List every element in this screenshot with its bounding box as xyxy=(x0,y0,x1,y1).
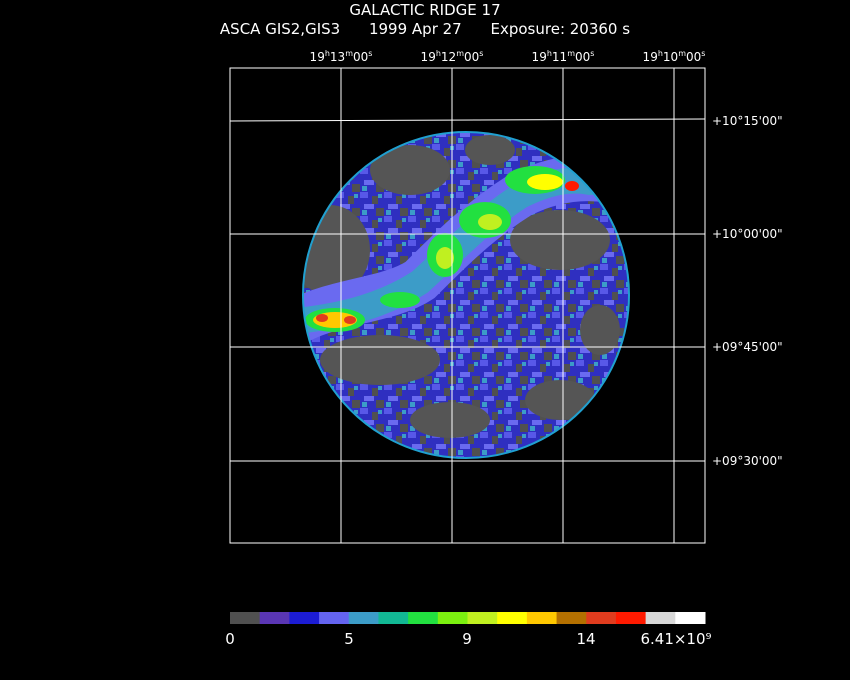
field-of-view-edge xyxy=(302,131,630,459)
exposure-label: Exposure: 20360 s xyxy=(490,20,631,38)
dec-tick-label: +10°15'00" xyxy=(712,114,783,128)
colorbar-segment xyxy=(348,612,379,624)
colorbar-label: 14 xyxy=(576,630,596,648)
colorbar-label: 5 xyxy=(344,630,354,648)
colorbar-segment xyxy=(259,612,290,624)
colorbar-label: 9 xyxy=(462,630,472,648)
colorbar-segment xyxy=(319,612,350,624)
xray-image xyxy=(302,131,630,459)
colorbar-segment xyxy=(556,612,587,624)
dec-grid-line xyxy=(229,118,706,122)
dec-tick-label: +09°45'00" xyxy=(712,340,783,354)
colorbar-segment xyxy=(675,612,706,624)
ra-tick-label: 19h13m00s xyxy=(309,49,373,65)
colorbar-label: 0 xyxy=(225,630,235,648)
colorbar-segment xyxy=(437,612,468,624)
colorbar-segment xyxy=(645,612,676,624)
instrument-label: ASCA GIS2,GIS3 xyxy=(219,20,341,38)
coordinate-grid xyxy=(229,67,706,544)
colorbar-label: 6.41×10⁹ xyxy=(640,630,712,648)
ra-tick-label: 19h10m00s xyxy=(642,49,706,65)
observation-date: 1999 Apr 27 xyxy=(368,20,462,38)
colorbar-segment xyxy=(378,612,409,624)
colorbar-segment xyxy=(497,612,528,624)
colorbar-segment xyxy=(408,612,439,624)
colorbar-segment xyxy=(615,612,647,624)
observation-info: ASCA GIS2,GIS3 1999 Apr 27 Exposure: 203… xyxy=(0,20,850,38)
dec-tick-label: +10°00'00" xyxy=(712,227,783,241)
colorbar-segment xyxy=(586,612,617,624)
ra-tick-label: 19h11m00s xyxy=(531,49,595,65)
color-scale-bar xyxy=(230,612,706,624)
colorbar-segment xyxy=(230,612,261,624)
image-title: GALACTIC RIDGE 17 xyxy=(349,1,501,19)
colorbar-segment xyxy=(289,612,320,624)
colorbar-segment xyxy=(467,612,498,624)
plot-frame xyxy=(229,67,706,544)
dec-tick-label: +09°30'00" xyxy=(712,454,783,468)
colorbar-segment xyxy=(526,612,558,624)
ra-tick-label: 19h12m00s xyxy=(420,49,484,65)
